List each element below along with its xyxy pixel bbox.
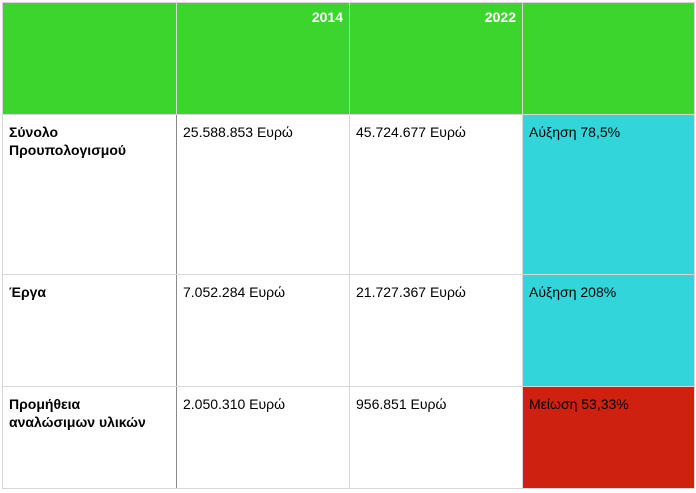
header-label-cell [2,2,177,115]
value-2022-consumables: 956.851 Ευρώ [349,386,523,489]
header-change-cell [522,2,695,115]
change-badge-projects: Αύξηση 208% [522,274,695,387]
value-2014-consumables: 2.050.310 Ευρώ [176,386,350,489]
table-row: Σύνολο Προυπολογισμού 25.588.853 Ευρώ 45… [2,114,695,275]
value-2014-total-budget: 25.588.853 Ευρώ [176,114,350,275]
header-year-2022: 2022 [349,2,523,115]
table-row: Προμήθεια αναλώσιμων υλικών 2.050.310 Ευ… [2,386,695,489]
header-year-2014: 2014 [176,2,350,115]
value-2022-total-budget: 45.724.677 Ευρώ [349,114,523,275]
change-badge-total-budget: Αύξηση 78,5% [522,114,695,275]
change-badge-consumables: Μείωση 53,33% [522,386,695,489]
header-row: 2014 2022 [2,2,695,115]
value-2022-projects: 21.727.367 Ευρώ [349,274,523,387]
row-label-projects: Έργα [2,274,177,387]
table-row: Έργα 7.052.284 Ευρώ 21.727.367 Ευρώ Αύξη… [2,274,695,387]
row-label-total-budget: Σύνολο Προυπολογισμού [2,114,177,275]
row-label-consumables: Προμήθεια αναλώσιμων υλικών [2,386,177,489]
value-2014-projects: 7.052.284 Ευρώ [176,274,350,387]
